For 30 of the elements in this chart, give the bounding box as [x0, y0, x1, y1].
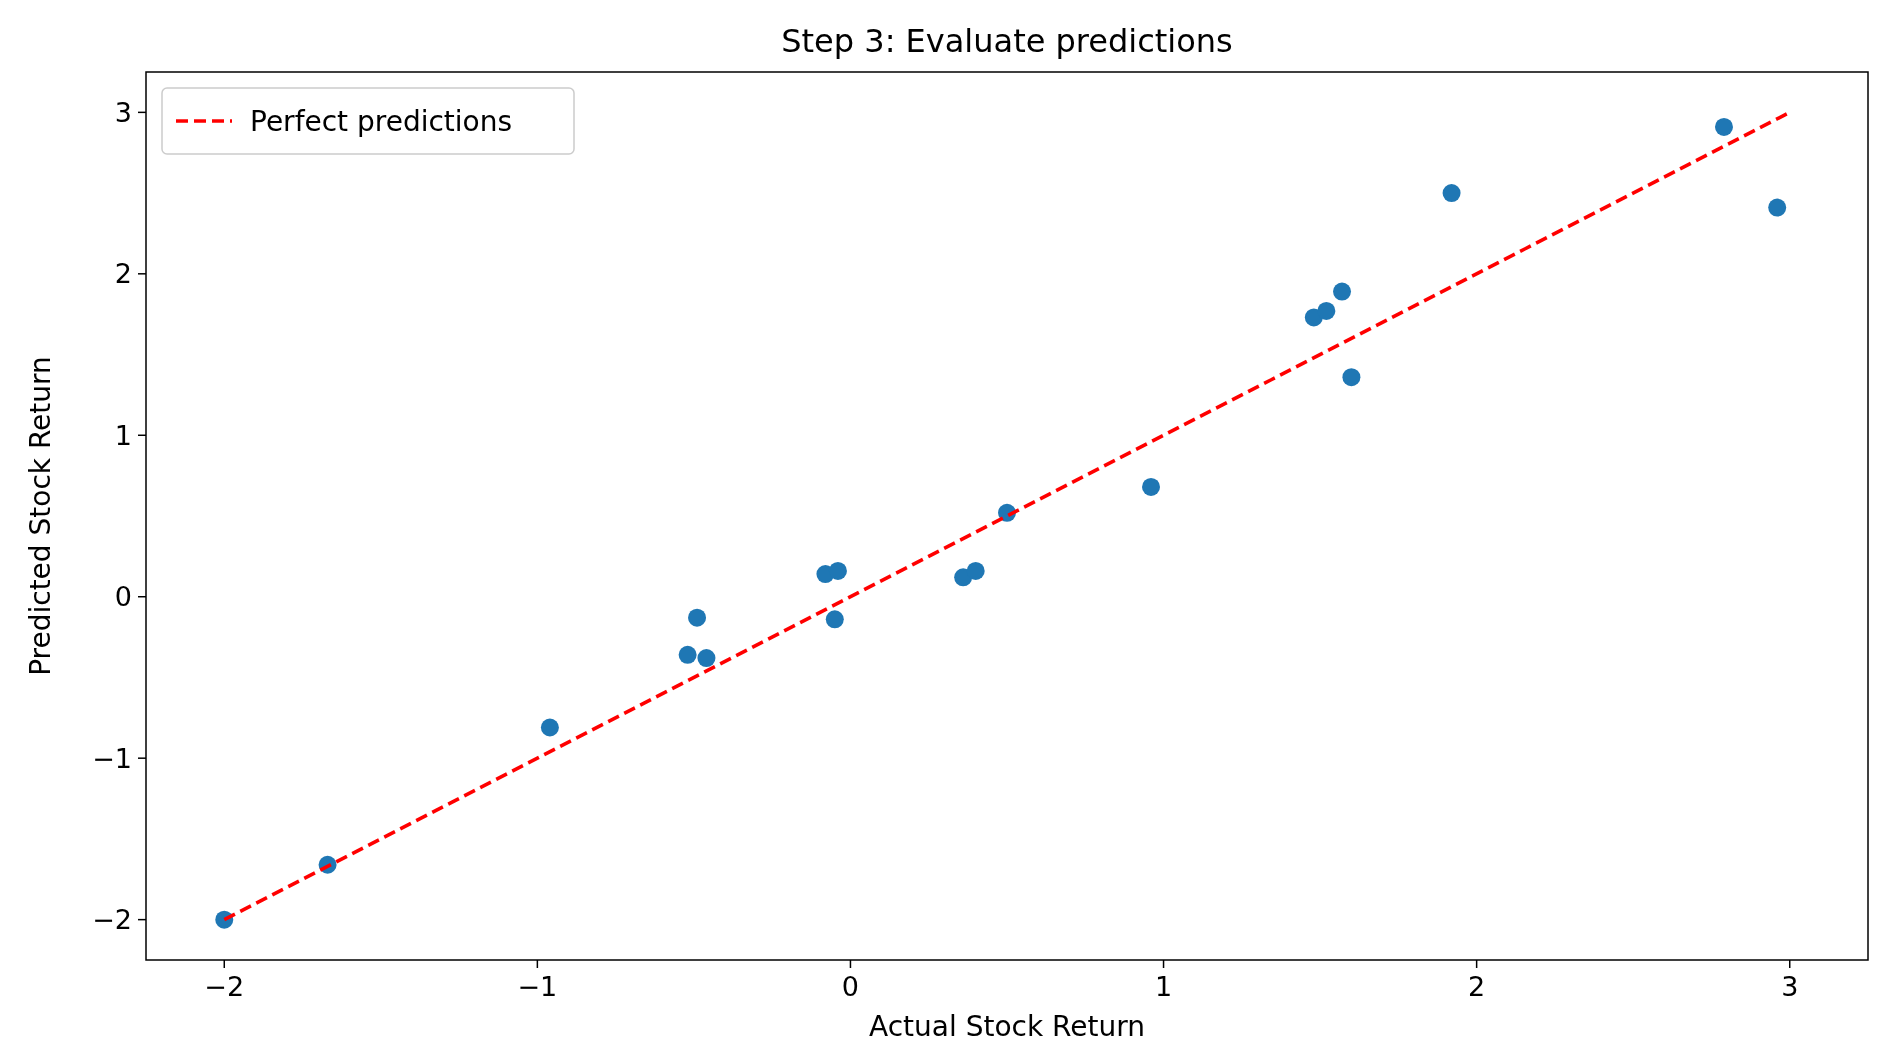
y-tick-label: −2 — [92, 904, 132, 936]
point — [1342, 368, 1361, 387]
point — [1442, 184, 1461, 203]
point — [1768, 198, 1787, 217]
x-tick-label: 2 — [1468, 971, 1486, 1002]
y-tick-label: −1 — [92, 742, 132, 774]
y-tick-label: 0 — [114, 581, 132, 613]
x-axis-title: Actual Stock Return — [869, 1010, 1145, 1043]
y-tick-label: 1 — [114, 419, 132, 451]
y-axis-title: Predicted Stock Return — [24, 356, 57, 676]
point — [966, 561, 985, 580]
x-tick-label: −2 — [204, 971, 245, 1002]
point — [688, 608, 707, 627]
point — [1333, 282, 1352, 301]
chart-title: Step 3: Evaluate predictions — [781, 22, 1233, 60]
point — [540, 718, 559, 737]
legend-label: Perfect predictions — [250, 104, 513, 138]
y-tick-label: 2 — [114, 258, 132, 290]
point — [825, 610, 844, 629]
x-tick-label: 3 — [1781, 971, 1799, 1002]
y-tick-label: 3 — [114, 96, 132, 128]
x-tick-label: 1 — [1154, 971, 1173, 1002]
point — [828, 561, 847, 580]
x-tick-label: −1 — [517, 971, 558, 1002]
point — [1142, 477, 1161, 496]
point — [1714, 117, 1733, 136]
point — [697, 649, 716, 668]
point — [1317, 301, 1336, 320]
x-tick-label: 0 — [841, 971, 860, 1002]
point — [678, 645, 697, 664]
